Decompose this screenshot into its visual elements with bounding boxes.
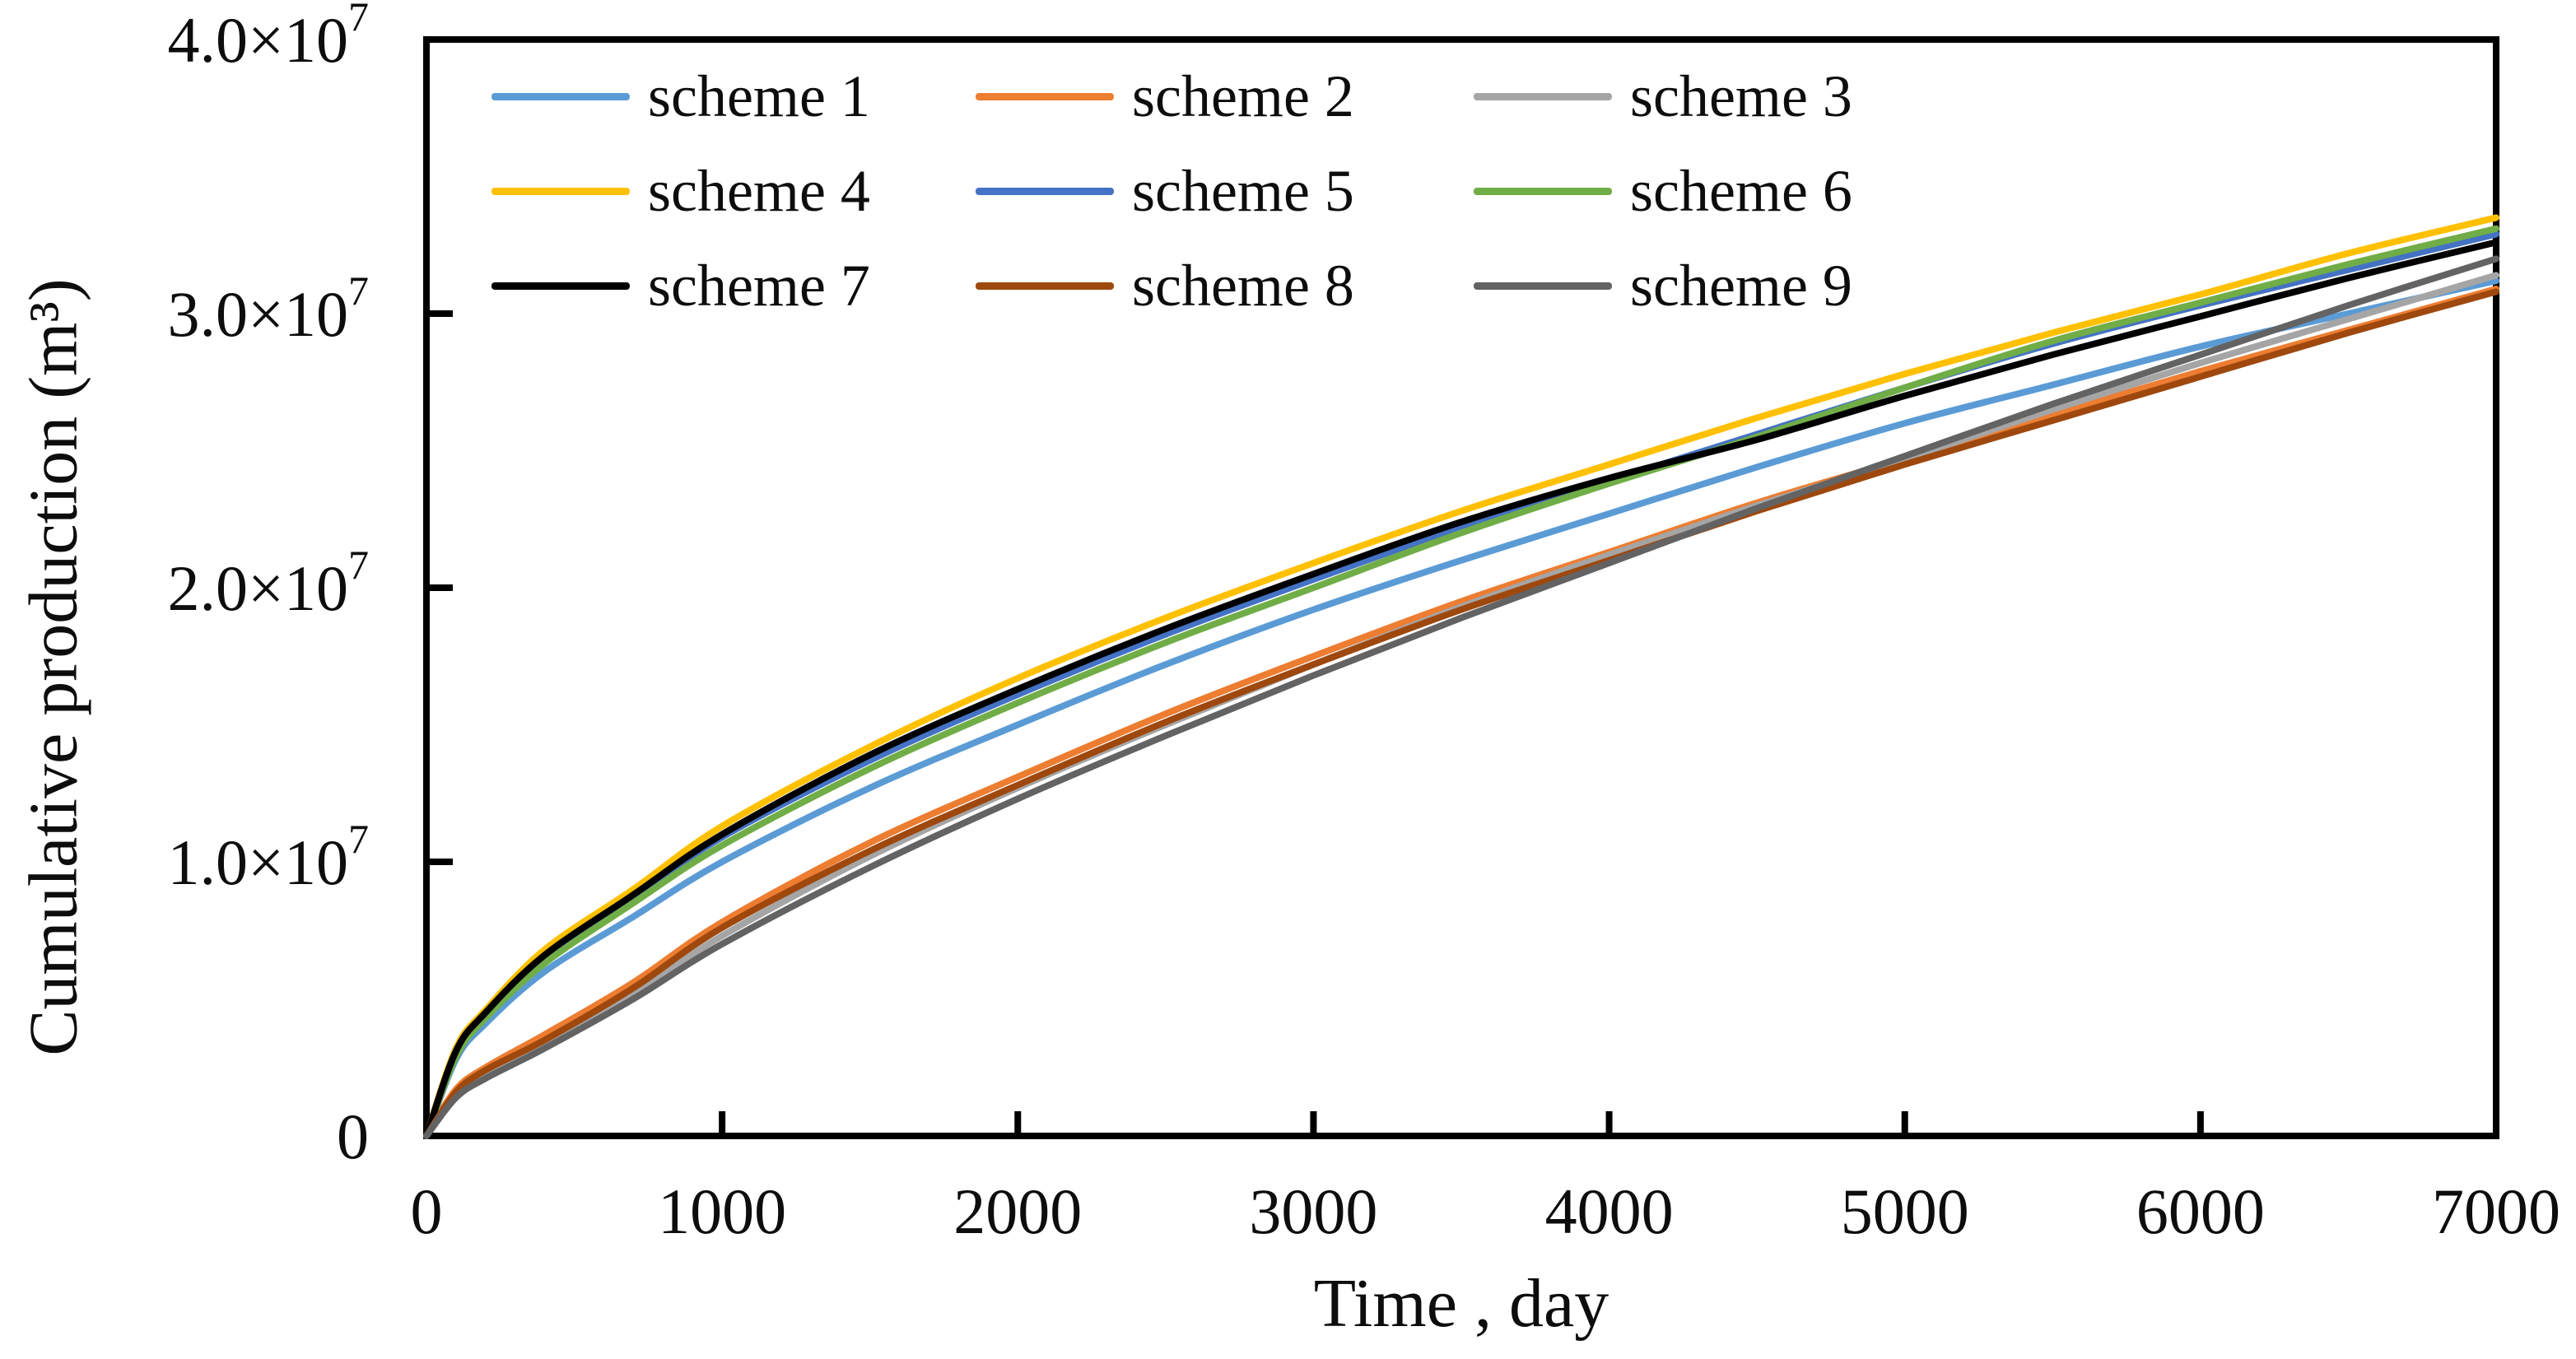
x-tick-label: 2000 (953, 1175, 1082, 1247)
series-line-scheme-2 (423, 286, 2499, 1139)
x-tick-label: 0 (411, 1175, 443, 1247)
legend-label: scheme 9 (1630, 253, 1852, 319)
legend-label: scheme 4 (648, 158, 870, 224)
plot-border (423, 36, 2499, 1139)
legend-label: scheme 5 (1132, 158, 1354, 224)
y-tick-label: 1.0×107 (168, 816, 370, 898)
y-tick-label: 2.0×107 (168, 542, 370, 624)
series-line-scheme-4 (423, 214, 2499, 1139)
legend-swatch-line (1474, 188, 1612, 195)
legend-label: scheme 2 (1132, 63, 1354, 129)
legend-swatch-line (491, 93, 630, 100)
x-axis-title: Time , day (1313, 1265, 1609, 1342)
series-line-scheme-3 (423, 272, 2499, 1139)
legend-swatch-line (1474, 282, 1612, 290)
legend-label: scheme 6 (1630, 158, 1852, 224)
legend-label: scheme 1 (648, 63, 870, 129)
legend-swatch-line (1474, 93, 1612, 100)
legend-swatch-line (976, 93, 1114, 100)
x-tick-label: 3000 (1249, 1175, 1377, 1247)
legend-swatch-line (491, 282, 630, 290)
legend-swatch-line (491, 188, 630, 195)
series-line-scheme-8 (423, 288, 2499, 1139)
y-axis-title: Cumulative production (m³) (15, 278, 92, 1056)
y-tick-label: 4.0×107 (168, 0, 370, 76)
series-line-scheme-9 (423, 255, 2499, 1139)
y-tick-label: 3.0×107 (168, 268, 370, 350)
legend-label: scheme 3 (1630, 63, 1852, 129)
x-tick-label: 5000 (1841, 1175, 1969, 1247)
x-tick-label: 6000 (2136, 1175, 2265, 1247)
x-tick-label: 1000 (658, 1175, 786, 1247)
y-tick-label: 0 (337, 1101, 369, 1172)
legend-swatch-line (976, 188, 1114, 195)
series-line-scheme-6 (423, 225, 2499, 1139)
legend-label: scheme 8 (1132, 253, 1354, 319)
series-line-scheme-7 (423, 239, 2499, 1139)
legend-label: scheme 7 (648, 253, 870, 319)
x-tick-label: 7000 (2432, 1175, 2560, 1247)
x-tick-label: 4000 (1545, 1175, 1674, 1247)
series-line-scheme-1 (423, 277, 2499, 1139)
legend-swatch-line (976, 282, 1114, 290)
